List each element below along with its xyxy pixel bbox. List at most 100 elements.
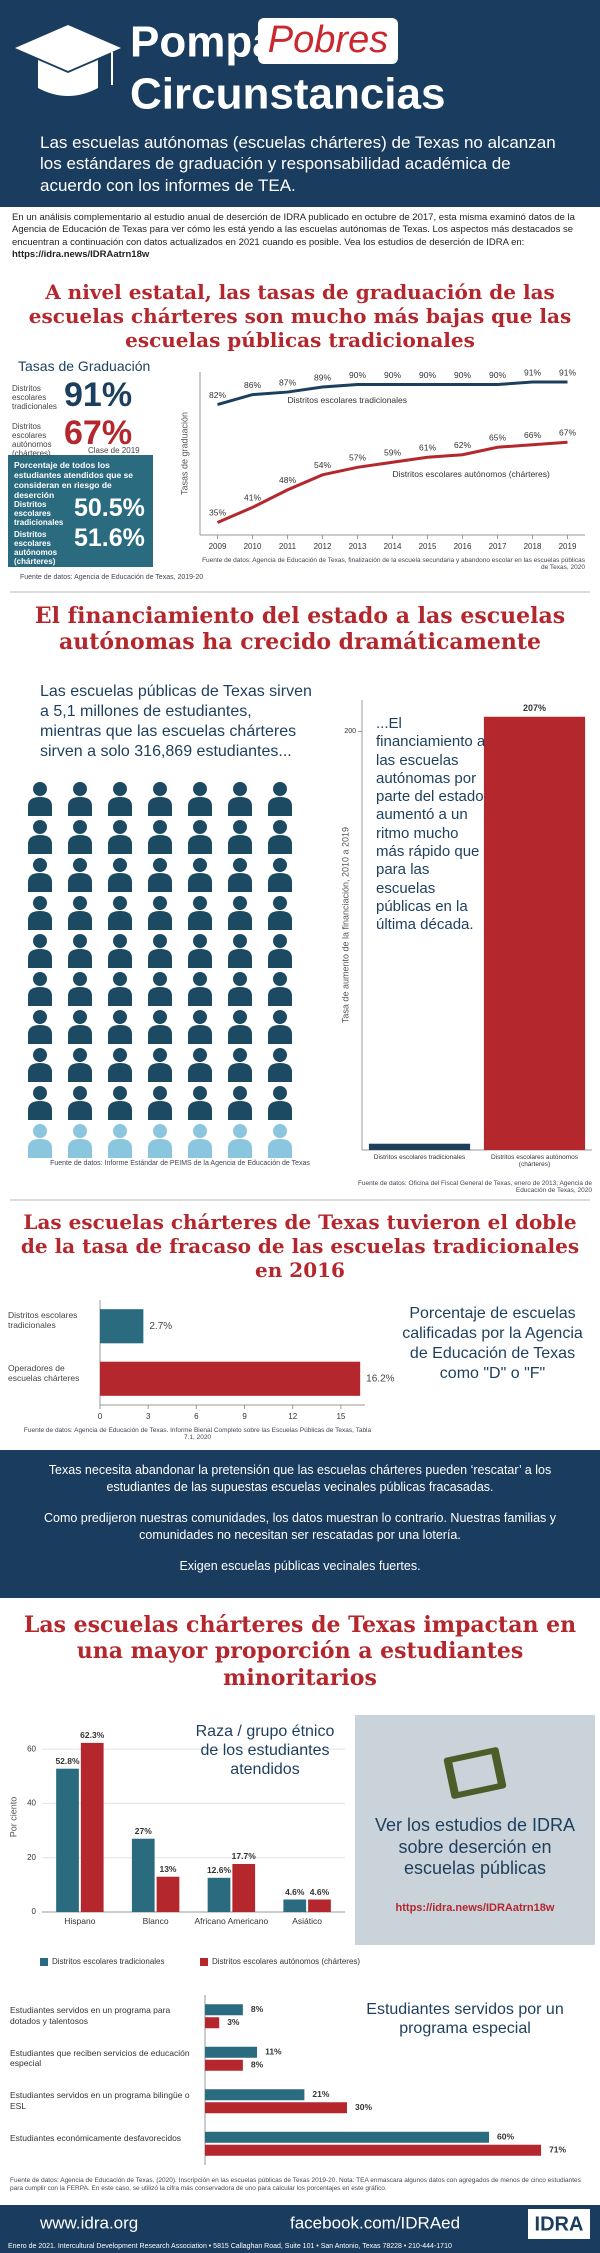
person-body: [148, 873, 172, 892]
x-tick-label: 2011: [279, 542, 297, 551]
person-body: [108, 911, 132, 930]
y-axis-label: Tasas de graduación: [179, 412, 189, 495]
subtitle: Las escuelas autónomas (escuelas chárter…: [40, 133, 556, 195]
person-head: [73, 934, 87, 948]
person-body: [268, 835, 292, 854]
source: Fuente de datos: Agencia de Educación de…: [202, 557, 585, 571]
source: Fuente de datos: Informe Estándar de PEI…: [50, 1160, 310, 1167]
person-body: [148, 1139, 172, 1158]
person-body: [68, 797, 92, 816]
idra-box-link[interactable]: https://idra.news/IDRAatrn18w: [395, 1902, 555, 1914]
person-body: [108, 1101, 132, 1120]
person-head: [33, 972, 47, 986]
bar: [56, 1768, 79, 1912]
person-body: [68, 949, 92, 968]
stats-value: 67%: [64, 414, 133, 452]
legend-swatch: [200, 1958, 208, 1966]
person-body: [268, 911, 292, 930]
data-label: 8%: [251, 2060, 264, 2070]
x-tick-label: 2010: [244, 542, 262, 551]
y-tick-label: 60: [27, 1744, 36, 1753]
person-head: [273, 1086, 287, 1100]
bar: [308, 1899, 331, 1912]
person-head: [273, 820, 287, 834]
person-head: [113, 972, 127, 986]
person-head: [153, 972, 167, 986]
data-label: 90%: [489, 370, 506, 380]
data-label: 52.8%: [55, 1756, 80, 1766]
x-tick-label: Blanco: [142, 1916, 169, 1926]
y-tick-label: Distritos escolares tradicionales: [8, 1310, 78, 1331]
bar: [100, 1309, 144, 1344]
idra-box-text: Ver los estudios de IDRA sobre deserción…: [374, 1815, 576, 1879]
footer-band: [0, 2205, 600, 2253]
data-label: 90%: [384, 370, 401, 380]
risk-label: Distritos escolares tradicionales: [14, 500, 64, 527]
x-tick-label: 2019: [559, 542, 577, 551]
stats-label: Distritos escolares tradicionales: [12, 384, 57, 411]
person-body: [228, 1025, 252, 1044]
source: Fuente de datos: Agencia de Educación de…: [20, 574, 204, 581]
y-tick-label: Estudiantes servidos en un programa bili…: [10, 2090, 190, 2111]
person-body: [268, 949, 292, 968]
legend-label: Distritos escolares autónomos (chárteres…: [212, 1957, 360, 1966]
person-body: [188, 1101, 212, 1120]
person-body: [188, 1025, 212, 1044]
legend-label: Distritos escolares tradicionales: [52, 1957, 165, 1966]
person-head: [113, 934, 127, 948]
y-tick-label: 40: [27, 1799, 36, 1808]
x-tick-label: 2012: [314, 542, 332, 551]
series-label: Distritos escolares autónomos (chárteres…: [393, 469, 550, 479]
bar: [80, 1742, 104, 1912]
chart-title: Raza / grupo étnico de los estudiantes a…: [195, 1723, 335, 1779]
chart-title: Estudiantes servidos por un programa esp…: [366, 2001, 564, 2038]
person-head: [73, 1048, 87, 1062]
callout-paragraph: Exigen escuelas públicas vecinales fuert…: [179, 1558, 421, 1573]
risk-box: [8, 455, 153, 567]
person-head: [153, 782, 167, 796]
person-head: [153, 820, 167, 834]
person-head: [233, 820, 247, 834]
x-tick-label: Distritos escolares autónomos (chárteres…: [490, 1154, 579, 1168]
person-body: [28, 835, 52, 854]
person-head: [193, 782, 207, 796]
y-tick-label: Operadores de escuelas chárteres: [8, 1362, 80, 1383]
y-tick-label: Estudiantes servidos en un programa para…: [10, 2005, 171, 2026]
person-head: [33, 1124, 47, 1138]
person-body: [108, 987, 132, 1006]
person-head: [153, 1124, 167, 1138]
person-body: [268, 987, 292, 1006]
y-tick-label: 200: [344, 728, 356, 735]
person-body: [28, 1025, 52, 1044]
callout: Texas necesita abandonar la pretensión q…: [20, 1462, 580, 1574]
person-head: [73, 858, 87, 872]
intro-link[interactable]: https://idra.news/IDRAatrn18w: [12, 249, 150, 261]
bar: [205, 2102, 347, 2114]
data-label: 90%: [419, 370, 436, 380]
data-label: 90%: [349, 370, 366, 380]
person-head: [193, 858, 207, 872]
x-tick-label: 2016: [454, 542, 472, 551]
funding-text: Las escuelas públicas de Texas sirven a …: [40, 683, 312, 760]
person-body: [268, 1025, 292, 1044]
data-label: 41%: [244, 493, 261, 503]
data-label: 67%: [559, 427, 576, 437]
data-label: 21%: [312, 2089, 329, 2099]
x-tick-label: 2017: [489, 542, 507, 551]
y-tick-label: 0: [32, 1907, 37, 1916]
data-label: 71%: [549, 2145, 566, 2155]
person-head: [273, 1124, 287, 1138]
callout-band: [0, 1450, 600, 1598]
person-head: [153, 1010, 167, 1024]
person-body: [188, 835, 212, 854]
book-page: [452, 1754, 498, 1792]
person-body: [148, 987, 172, 1006]
person-head: [193, 972, 207, 986]
person-body: [268, 1101, 292, 1120]
person-head: [193, 1048, 207, 1062]
risk-title: Porcentaje de todos los estudiantes aten…: [14, 460, 134, 500]
person-head: [113, 1086, 127, 1100]
person-body: [108, 797, 132, 816]
source: Fuente de datos: Agencia de Educación de…: [23, 1427, 372, 1441]
